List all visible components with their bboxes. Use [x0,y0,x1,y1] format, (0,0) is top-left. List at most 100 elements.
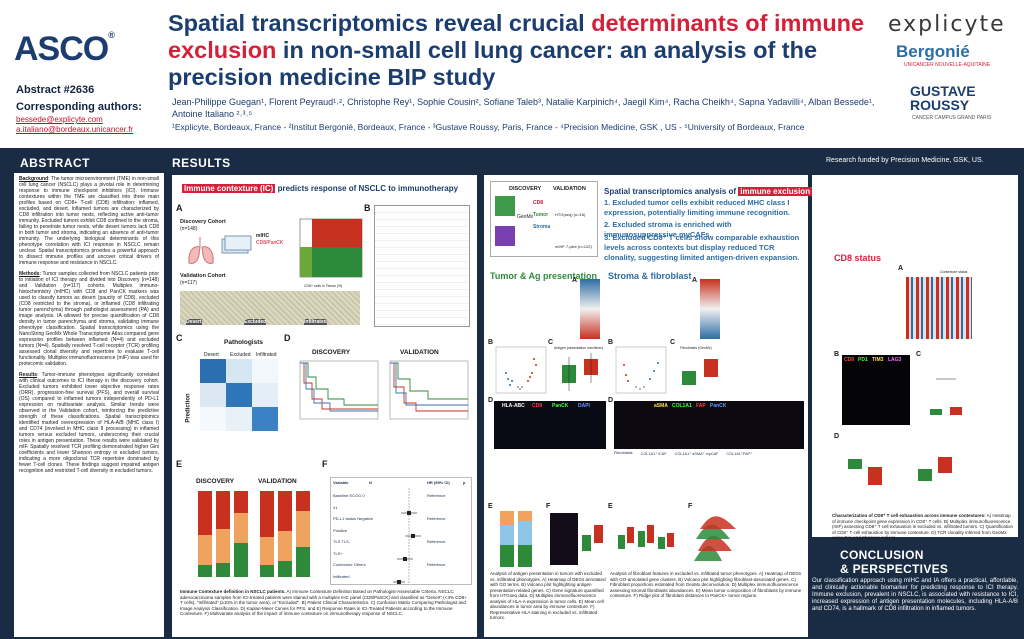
tumor-letter-c: C [548,339,554,346]
cm-cell [226,407,252,431]
author-list: Jean-Philippe Guegan¹, Florent Peyraud¹˒… [172,97,875,119]
clinical-characteristics-table [374,205,470,327]
fib-label-mycaf: COL1A1⁺ aSMA⁺ myCAF [674,452,719,456]
workflow-diagram: DISCOVERY VALIDATION GeoMx CD8 Tumor Str… [490,181,598,257]
workflow-geomx: GeoMx [517,214,534,220]
workflow-label-cd8: CD8 [533,200,544,206]
gustave-roussy-logo: GUSTAVE ROUSSY [910,83,976,113]
panel1-caption: Immune Contexture definition in NSCLC pa… [180,589,467,616]
forest-header-p: p [463,480,466,485]
forest-header-n: N [369,480,372,485]
conclusion-heading: CONCLUSION & PERSPECTIVES [840,548,949,576]
tumor-hla-staining [550,513,578,565]
spatial-analysis-title: Spatial transcriptomics analysis of immu… [604,187,815,196]
workflow-label-stroma: Stroma [533,224,551,230]
tumor-mif-image: HLA-ABC CD8 PanCK DAPI [494,401,606,449]
bergonie-logo: Bergonié [896,42,970,61]
forest-row: Infiltrated [333,573,350,579]
cm-col-desert: Desert [204,352,219,358]
cd8-exhaustion-boxplot [930,378,962,415]
title-part-2-highlight: determinants of immune exclusion [168,10,865,63]
section-tumor-ag: Tumor & Ag presentation [490,271,598,281]
cm-cell [226,359,252,383]
section-stroma: Stroma & fibroblast [608,271,692,281]
workflow-discovery: DISCOVERY [509,186,542,192]
discovery-cohort-label: Discovery Cohort [180,219,226,225]
stroma-mif-col1a1: COL1A1 [672,403,692,409]
stroma-letter-f: F [688,503,693,510]
mihc-markers: CD8/PanCK [256,240,284,246]
cm-cell [200,359,226,383]
cd8-heatmap-title: Contexture status [940,270,968,274]
antigen-presentation-label: Antigen presentation machinery [554,346,604,350]
forest-row: Positive [333,527,348,533]
stroma-boxplot [682,359,718,385]
mif-label-hla: HLA-ABC [502,403,525,409]
mif-label-dapi: DAPI [578,403,590,409]
abstract-number: Abstract #2636 [16,84,95,96]
tumor-letter-a: A [572,277,578,284]
panel1-title: Immune contexture (IC) predicts response… [182,184,459,193]
forest-row: TLS TLS- Reference [333,539,446,544]
stroma-volcano-plot [615,346,667,394]
tumor-letter-d: D [488,397,494,404]
tumor-hla-boxplot [582,525,603,551]
stroma-ridge-plot [694,516,736,561]
response-rate-bars [198,491,310,577]
forest-row: ≥1 [333,504,338,510]
email-link-italiano[interactable]: a.italiano@bordeaux.unicancer.fr [16,125,134,134]
stroma-letter-d: D [608,397,614,404]
abstract-methods: Methods: Tumor samples collected from NS… [19,271,159,367]
cm-cell [252,359,278,383]
fib-label-fibroblasts: Fibroblasts [614,451,633,455]
email-link-bessede[interactable]: bessede@explicyte.com [16,115,103,124]
cd8-heatmap [906,277,972,339]
panel-letter-a: A [176,203,183,213]
forest-row: Contexture Others Reference [333,562,446,567]
cm-cell [252,407,278,431]
tumor-letter-e: E [488,503,493,510]
km-title-validation: VALIDATION [400,349,439,356]
cd8-mif-lag3: LAG3 [888,357,902,363]
forest-header-hr: HR (95% CI) [427,480,450,485]
poster-header: ASCO® Abstract #2636 Corresponding autho… [0,0,1024,148]
km-curve-discovery [299,360,379,420]
workflow-n1: HTG(seq) (n=16) [555,212,586,217]
cd8-status-panel: CD8 status A Contexture status B CD8 PD1… [812,175,1018,540]
conclusion-text: Our classification approach using mIHC a… [812,578,1018,612]
cm-cell [200,407,226,431]
forest-markers [393,488,421,584]
corresponding-authors-label: Corresponding authors: [16,101,142,113]
finding-1: 1. Excluded tumor cells exhibit reduced … [604,198,790,217]
spatial-transcriptomics-panel: DISCOVERY VALIDATION GeoMx CD8 Tumor Str… [484,175,808,637]
poster-title: Spatial transcriptomics reveal crucial d… [168,10,886,91]
abstract-column: Background: The tumor microenvironment (… [14,173,164,637]
stroma-letter-e: E [608,503,613,510]
tumor-letter-f: F [546,503,551,510]
title-part-3: in non-small cell lung cancer: an analys… [168,37,818,90]
cd8-letter-a: A [898,265,904,272]
tissue-label-excluded: Excluded [244,319,267,325]
mif-label-panck: PanCK [552,403,569,409]
stroma-mif-fap: FAP [696,403,706,409]
bar-title-discovery: DISCOVERY [196,478,235,485]
tissue-label-desert: Desert [186,319,202,325]
km-title-discovery: DISCOVERY [312,349,351,356]
cd8-caption: Characterization of CD8⁺ T cell exhausti… [832,513,1014,540]
tumor-heatmap [580,279,600,339]
abstract-results: Results: Tumor-immune phenotypes signifi… [19,372,159,474]
cd8-density-scatter [299,218,363,278]
cd8-mif-cd8: CD8 [844,357,855,363]
mihc-label: mIHC [256,233,270,239]
stroma-letter-c: C [670,339,676,346]
forest-row: Baseline ECOG 0 Reference [333,493,446,498]
workflow-validation: VALIDATION [553,186,586,192]
bergonie-logo-subtitle: UNICANCER NOUVELLE-AQUITAINE [904,62,991,68]
validation-cohort-label: Validation Cohort [180,273,226,279]
cd8-mif-pd1: PD1 [858,357,868,363]
forest-header-variable: Variable [333,480,349,485]
tissue-label-infiltrated: Infiltrated [304,319,327,325]
fibroblast-subtype-labels: Fibroblasts COL1A1⁺ iCAF COL1A1⁺ aSMA⁺ m… [614,451,804,456]
abstract-background: Background: The tumor microenvironment (… [19,176,159,266]
finding-2: 2. Excluded stroma is enriched with immu… [604,220,732,239]
